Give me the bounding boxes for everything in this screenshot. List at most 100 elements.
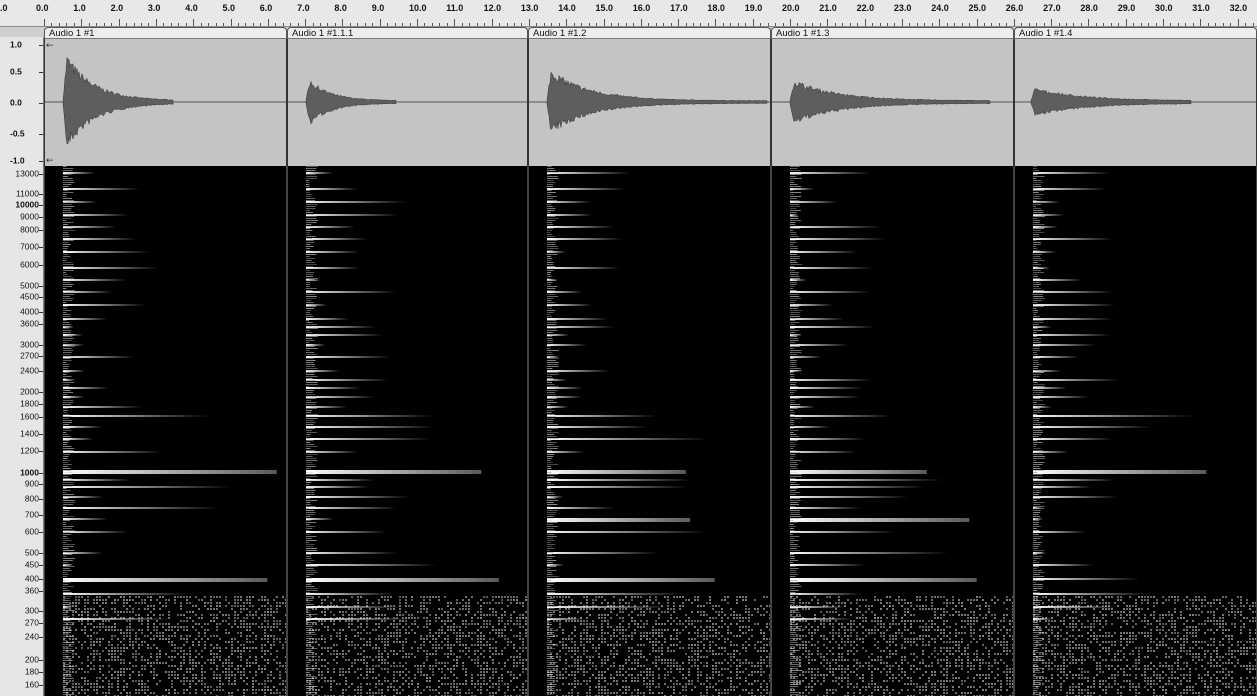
noise-cell [610, 626, 612, 628]
spectrogram-view[interactable] [287, 166, 528, 696]
noise-cell [402, 689, 404, 691]
audio-clip[interactable]: Audio 1 #1.2 [528, 27, 771, 696]
noise-cell [453, 668, 455, 670]
noise-cell [180, 608, 182, 610]
noise-cell [676, 680, 678, 682]
noise-cell [171, 656, 173, 658]
noise-cell [87, 611, 89, 613]
audio-clip[interactable]: Audio 1 #1.1.1 [287, 27, 528, 696]
onset-texture [547, 262, 554, 263]
onset-texture [306, 532, 316, 533]
noise-cell [733, 689, 735, 691]
timeline-ruler[interactable]: .0 0.0 1.0 2.0 3.0 4.0 5.0 6.0 7.0 8.0 9.0 10.0 11.0… [0, 0, 1257, 27]
noise-cell [604, 617, 606, 619]
audio-clip[interactable]: Audio 1 #1 ← ← [44, 27, 287, 696]
noise-cell [718, 674, 720, 676]
noise-cell [459, 683, 461, 685]
noise-cell [213, 596, 215, 598]
noise-cell [276, 608, 278, 610]
noise-cell [186, 617, 188, 619]
noise-cell [940, 596, 942, 598]
noise-cell [186, 602, 188, 604]
noise-cell [114, 599, 116, 601]
noise-cell [745, 632, 747, 634]
onset-texture [306, 606, 312, 607]
noise-cell [393, 650, 395, 652]
onset-texture [547, 278, 551, 279]
noise-cell [489, 686, 491, 688]
noise-cell [252, 641, 254, 643]
amplitude-tick [39, 45, 43, 46]
noise-cell [417, 626, 419, 628]
noise-cell [495, 650, 497, 652]
clip-title[interactable]: Audio 1 #1 [44, 27, 287, 39]
noise-cell [141, 644, 143, 646]
noise-cell [601, 623, 603, 625]
harmonic-streak [306, 438, 432, 440]
noise-cell [471, 623, 473, 625]
noise-cell [264, 605, 266, 607]
noise-cell [405, 653, 407, 655]
clip-title[interactable]: Audio 1 #1.2 [528, 27, 771, 39]
noise-cell [255, 692, 257, 694]
onset-texture [547, 240, 558, 241]
waveform-view[interactable] [287, 39, 528, 166]
onset-texture [63, 298, 74, 299]
noise-cell [123, 635, 125, 637]
onset-texture [63, 522, 67, 523]
noise-cell [393, 623, 395, 625]
spectrogram-view[interactable] [528, 166, 771, 696]
waveform-view[interactable] [528, 39, 771, 166]
noise-cell [186, 629, 188, 631]
noise-cell [589, 608, 591, 610]
noise-cell [664, 674, 666, 676]
onset-texture [306, 308, 315, 309]
spectrogram-view[interactable] [771, 166, 1014, 696]
clip-title[interactable]: Audio 1 #1.1.1 [287, 27, 528, 39]
onset-texture [306, 228, 311, 229]
noise-cell [417, 647, 419, 649]
noise-cell [655, 665, 657, 667]
audio-clip[interactable]: Audio 1 #1.3 [771, 27, 1014, 696]
noise-cell [324, 641, 326, 643]
onset-texture [63, 282, 71, 283]
onset-texture [547, 354, 553, 355]
noise-cell [213, 656, 215, 658]
noise-cell [483, 626, 485, 628]
noise-cell [519, 674, 521, 676]
waveform-view[interactable] [771, 39, 1014, 166]
noise-cell [219, 602, 221, 604]
noise-cell [153, 692, 155, 694]
noise-cell [180, 650, 182, 652]
noise-cell [237, 641, 239, 643]
noise-cell [177, 668, 179, 670]
noise-cell [279, 620, 281, 622]
onset-texture [63, 672, 67, 673]
noise-cell [580, 665, 582, 667]
spectrogram-view[interactable] [44, 166, 287, 696]
onset-texture [547, 222, 553, 223]
noise-cell [249, 650, 251, 652]
noise-cell [474, 632, 476, 634]
noise-cell [480, 641, 482, 643]
noise-cell [522, 641, 524, 643]
noise-cell [706, 692, 708, 694]
noise-cell [387, 599, 389, 601]
waveform-view[interactable]: ← ← [44, 39, 287, 166]
harmonic-streak [306, 606, 401, 608]
noise-cell [649, 674, 651, 676]
onset-texture [63, 248, 68, 249]
onset-texture [306, 434, 311, 435]
noise-cell [384, 680, 386, 682]
noise-cell [273, 686, 275, 688]
noise-cell [423, 608, 425, 610]
onset-texture [63, 650, 75, 651]
noise-cell [706, 635, 708, 637]
clip-title[interactable]: Audio 1 #1.3 [771, 27, 1014, 39]
noise-cell [595, 665, 597, 667]
noise-cell [628, 686, 630, 688]
noise-cell [574, 686, 576, 688]
noise-cell [279, 674, 281, 676]
frequency-tick [39, 194, 43, 195]
noise-cell [168, 599, 170, 601]
